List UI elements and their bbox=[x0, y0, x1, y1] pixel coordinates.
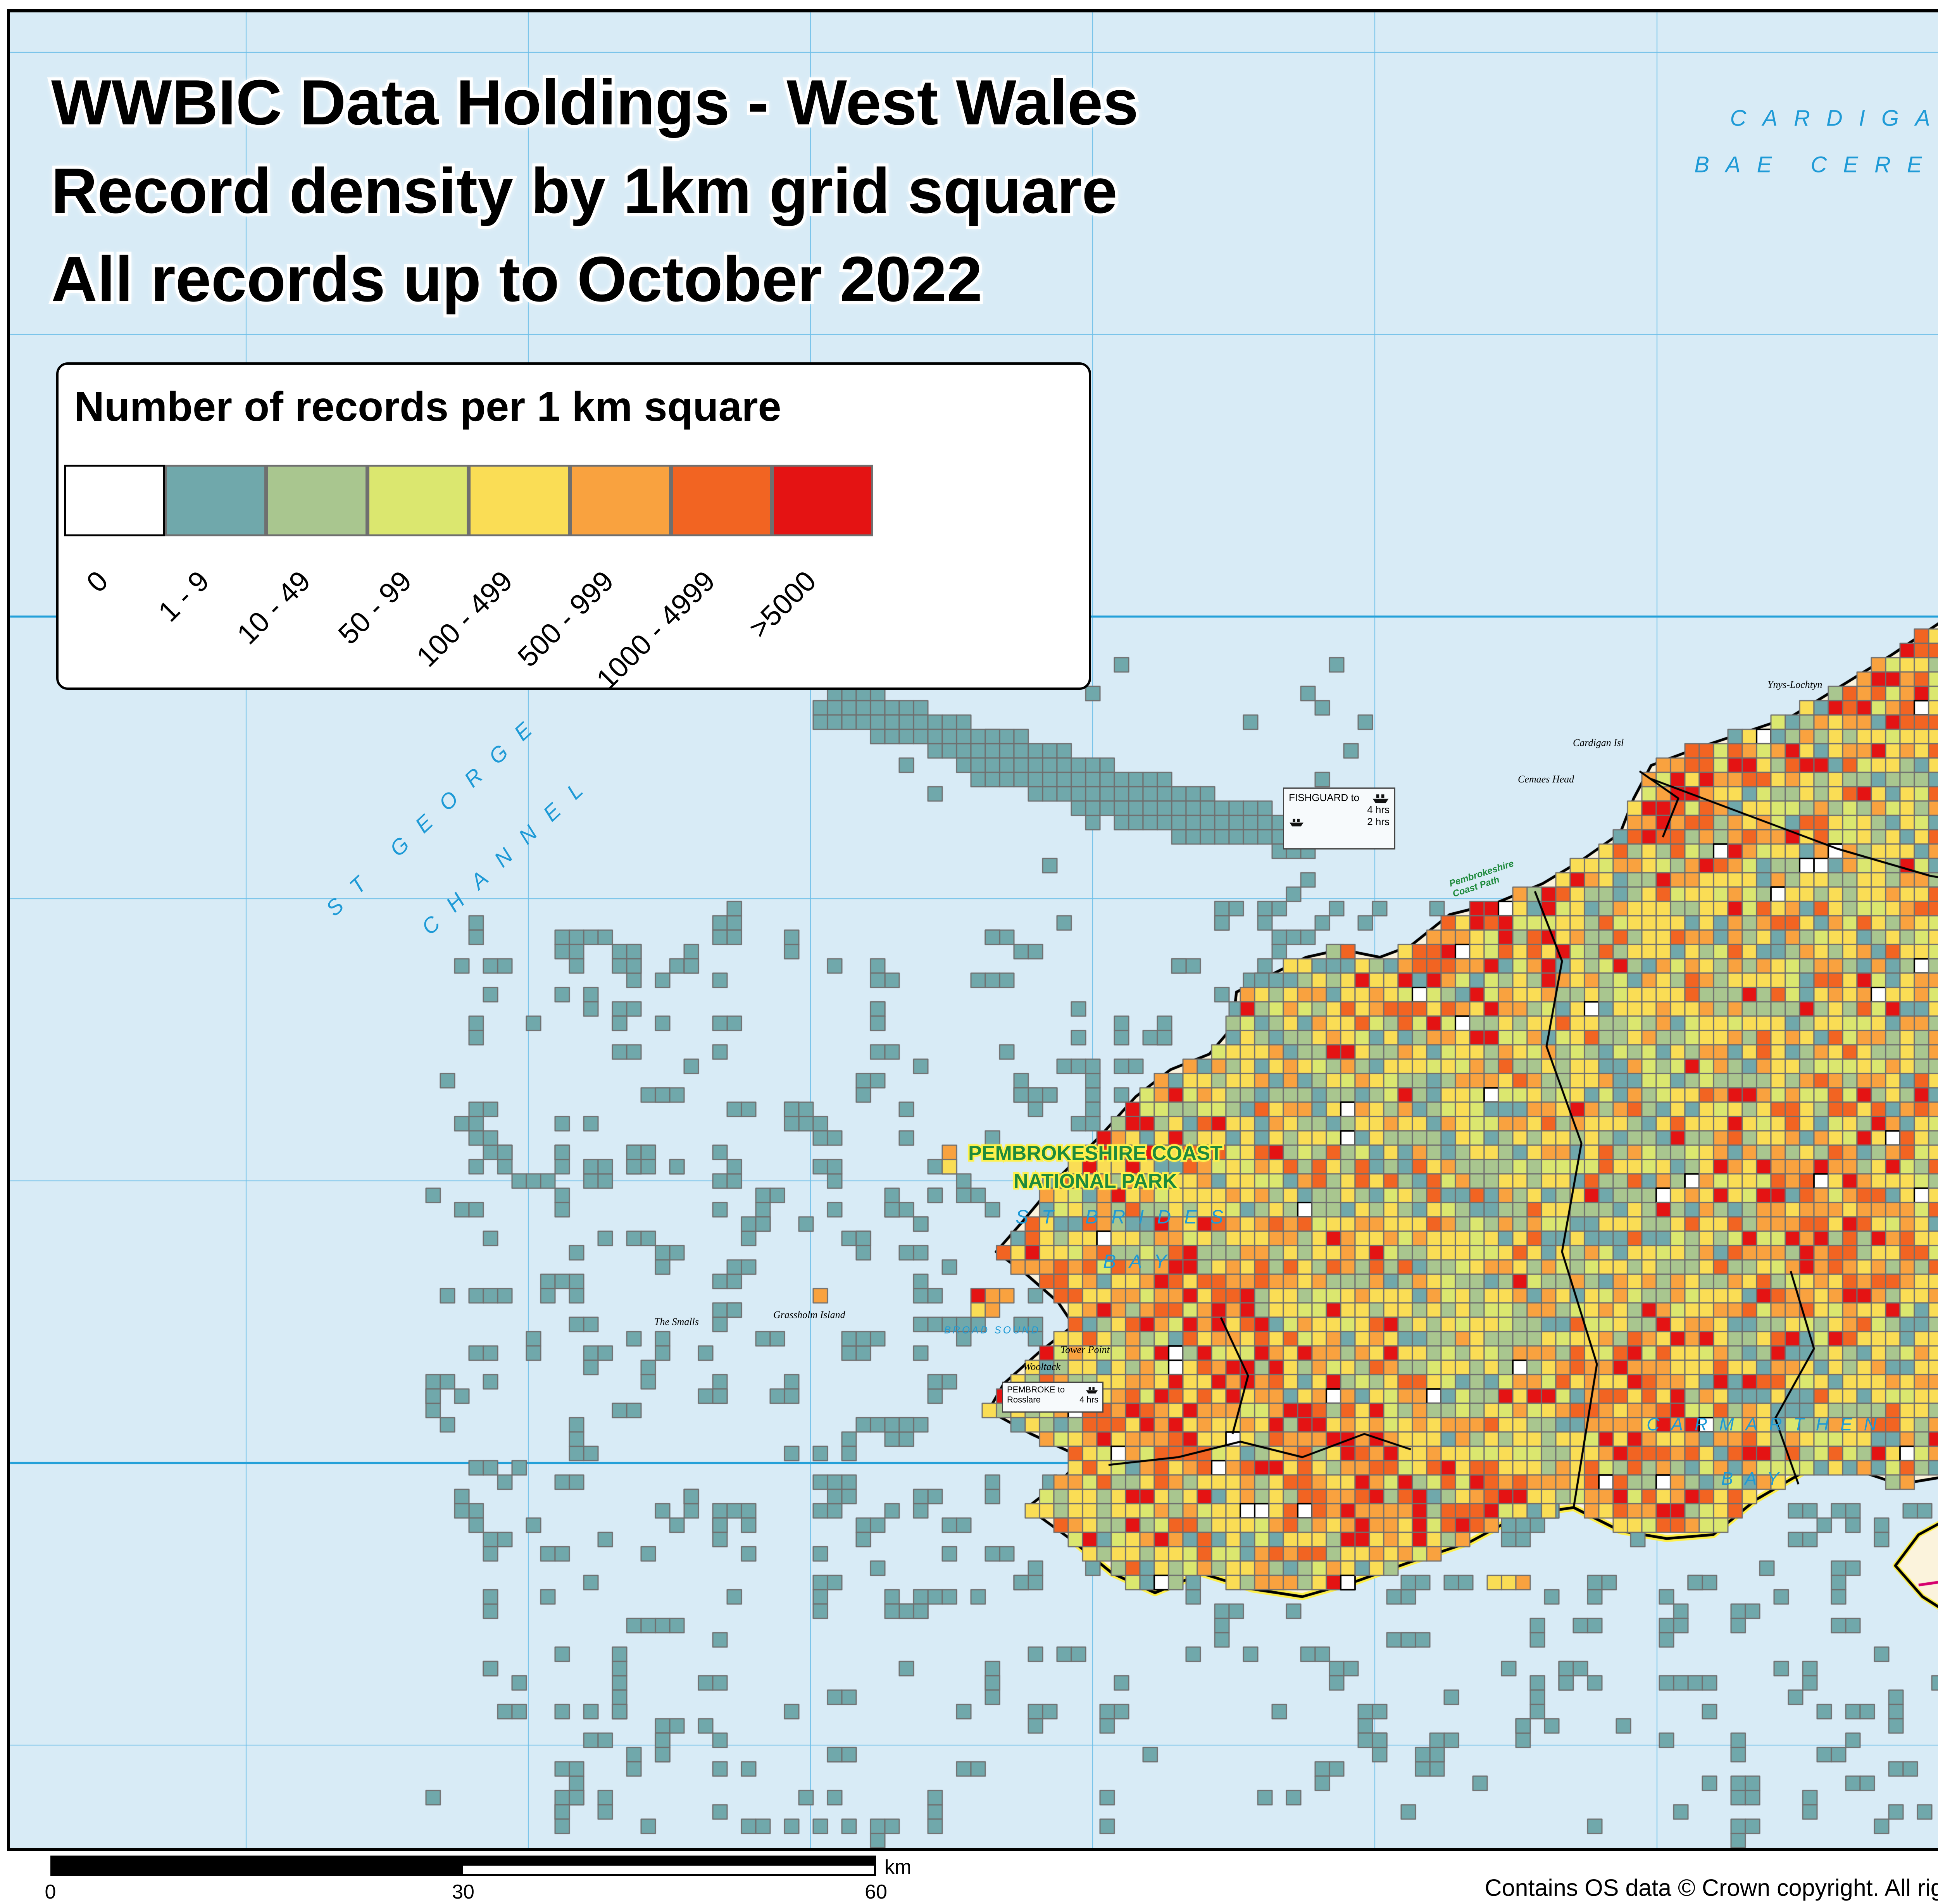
sea-label: CARDIGAN BAY / bbox=[1730, 105, 1938, 131]
legend-class-label: 1 - 9 bbox=[152, 564, 216, 628]
scale-tick-0: 0 bbox=[45, 1881, 56, 1903]
sea-label: CARMARTHEN bbox=[1647, 1414, 1888, 1434]
legend-swatch bbox=[64, 465, 165, 536]
scale-tick-60: 60 bbox=[865, 1881, 887, 1903]
national-park-label: PEMBROKESHIRE COAST NATIONAL PARK bbox=[967, 1141, 1224, 1194]
legend-swatch bbox=[772, 465, 873, 536]
sea-label: BROAD SOUND bbox=[944, 1324, 1041, 1336]
map-title: WWBIC Data Holdings - West Wales Record … bbox=[48, 58, 1141, 323]
legend: Number of records per 1 km square 0 1 - 9… bbox=[56, 362, 1091, 696]
legend-class-label: 10 - 49 bbox=[230, 564, 317, 651]
ferry-from: PEMBROKE to bbox=[1007, 1385, 1065, 1394]
legend-swatch bbox=[570, 465, 671, 536]
legend-swatch bbox=[469, 465, 570, 536]
legend-class-label: 100 - 499 bbox=[410, 564, 519, 673]
legend-swatch bbox=[367, 465, 469, 536]
legend-class-label: 0 bbox=[80, 564, 114, 599]
title-line-2: Record density by 1km grid square bbox=[48, 152, 1121, 229]
ferry-box-pembroke: PEMBROKE to Rosslare 4 hrs bbox=[1002, 1382, 1103, 1413]
ferry-icon bbox=[1290, 818, 1303, 826]
legend-class-label: 500 - 999 bbox=[511, 564, 620, 673]
sea-label: ST BRIDES bbox=[1016, 1206, 1236, 1228]
scale-bar bbox=[50, 1856, 876, 1876]
legend-swatch bbox=[671, 465, 772, 536]
ferry-duration: 4 hrs bbox=[1079, 1395, 1098, 1404]
title-line-3: All records up to October 2022 bbox=[48, 240, 985, 318]
legend-swatch bbox=[165, 465, 266, 536]
place-label: Tower Point bbox=[1060, 1344, 1110, 1355]
place-label: Cardigan Isl bbox=[1573, 737, 1624, 748]
ferry-duration: 4 hrs bbox=[1367, 804, 1390, 815]
scale-tick-30: 30 bbox=[452, 1881, 474, 1903]
ferry-duration: 2 hrs bbox=[1367, 816, 1390, 827]
ferry-icon bbox=[1086, 1387, 1098, 1394]
ferry-box-fishguard: FISHGUARD to 4 hrs 2 hrs bbox=[1283, 787, 1395, 849]
legend-class-label: >5000 bbox=[742, 564, 822, 644]
sea-label: BAY bbox=[1721, 1468, 1791, 1489]
copyright-text: Contains OS data © Crown copyright. All … bbox=[1485, 1875, 1938, 1901]
legend-title: Number of records per 1 km square bbox=[74, 383, 781, 430]
place-label: Wooltack bbox=[1023, 1361, 1060, 1372]
sea-label: BAE CEREDIGION bbox=[1694, 152, 1938, 177]
sea-label: BAY bbox=[1103, 1251, 1180, 1272]
ferry-destination: Rosslare bbox=[1007, 1395, 1041, 1404]
ferry-from: FISHGUARD to bbox=[1289, 792, 1360, 803]
place-label: Cemaes Head bbox=[1518, 774, 1574, 785]
place-label: Ynys-Lochtyn bbox=[1767, 679, 1822, 690]
scale-bar-segment bbox=[463, 1866, 874, 1874]
legend-class-label: 50 - 99 bbox=[331, 564, 418, 651]
place-label: The Smalls bbox=[654, 1316, 699, 1327]
title-line-1: WWBIC Data Holdings - West Wales bbox=[48, 64, 1141, 141]
ferry-icon bbox=[1372, 794, 1389, 803]
place-label: Grassholm Island bbox=[773, 1309, 845, 1320]
legend-swatch bbox=[266, 465, 367, 536]
scale-unit: km bbox=[885, 1856, 912, 1878]
